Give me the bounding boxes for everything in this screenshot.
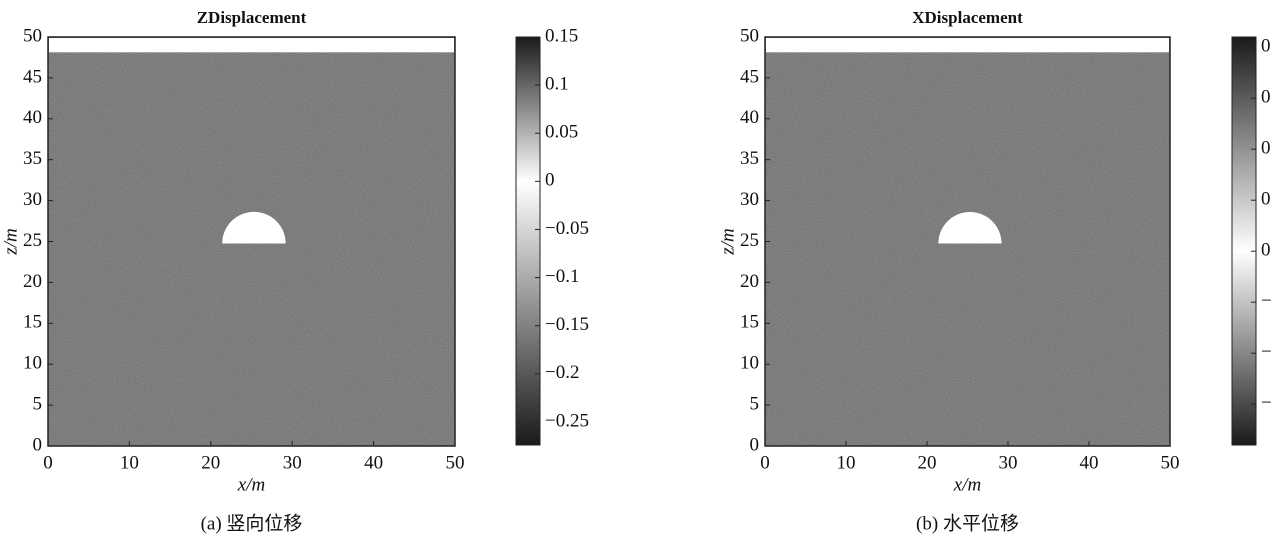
x-tick-label: 10 — [837, 452, 856, 473]
y-tick-label: 50 — [740, 25, 759, 46]
y-tick-label: 50 — [23, 25, 42, 46]
x-tick-label: 0 — [43, 452, 53, 473]
y-tick-label: 0 — [33, 434, 43, 455]
tunnel — [938, 211, 1002, 244]
caption: (b) 水平位移 — [916, 512, 1019, 534]
colorbar-tick-label: 0 — [1261, 138, 1271, 159]
y-tick-label: 45 — [740, 66, 759, 87]
colorbar-tick-label: 0 — [545, 170, 555, 191]
x-tick-label: 0 — [760, 452, 770, 473]
colorbar — [515, 36, 541, 446]
chart-title: ZDisplacement — [197, 8, 307, 27]
tunnel — [222, 211, 286, 244]
colorbar-tick-label: −0.25 — [545, 410, 589, 431]
colorbar-tick-label: 0.05 — [545, 122, 578, 143]
colorbar-tick-label: 0 — [1261, 189, 1271, 210]
y-tick-label: 15 — [740, 312, 759, 333]
y-tick-label: 30 — [740, 189, 759, 210]
caption: (a) 竖向位移 — [201, 512, 303, 534]
y-tick-label: 5 — [33, 393, 43, 414]
colorbar-tick-label: −0.1 — [545, 266, 579, 287]
x-tick-label: 30 — [283, 452, 302, 473]
colorbar-tick-label: 0 — [1261, 87, 1271, 108]
x-tick-label: 40 — [364, 452, 383, 473]
ground-surface-gap — [766, 38, 1169, 53]
x-tick-label: 10 — [120, 452, 139, 473]
ground-surface-gap — [49, 38, 454, 53]
colorbar-tick-label: 0.1 — [545, 73, 569, 94]
y-axis-label: z/m — [0, 228, 21, 255]
y-tick-label: 40 — [23, 107, 42, 128]
y-tick-label: 0 — [750, 434, 760, 455]
x-tick-label: 30 — [999, 452, 1018, 473]
y-tick-label: 10 — [740, 353, 759, 374]
x-tick-label: 20 — [918, 452, 937, 473]
y-tick-label: 40 — [740, 107, 759, 128]
y-tick-label: 5 — [750, 393, 760, 414]
y-tick-label: 25 — [23, 230, 42, 251]
colorbar-tick-label: −0.05 — [545, 218, 589, 239]
colorbar-tick-label: − — [1261, 342, 1272, 363]
colorbar-tick-label: 0 — [1261, 36, 1271, 57]
colorbar-tick-label: 0.15 — [545, 25, 578, 46]
y-tick-label: 20 — [740, 271, 759, 292]
x-axis-label: x/m — [953, 474, 981, 495]
y-tick-label: 35 — [740, 148, 759, 169]
chart-title: XDisplacement — [912, 8, 1023, 27]
y-axis-label: z/m — [717, 228, 738, 255]
y-tick-label: 15 — [23, 312, 42, 333]
x-tick-label: 40 — [1080, 452, 1099, 473]
y-tick-label: 25 — [740, 230, 759, 251]
y-tick-label: 10 — [23, 353, 42, 374]
colorbar-tick-label: − — [1261, 291, 1272, 312]
colorbar-tick-label: 0 — [1261, 240, 1271, 261]
x-tick-label: 50 — [446, 452, 465, 473]
y-tick-label: 35 — [23, 148, 42, 169]
y-tick-label: 45 — [23, 66, 42, 87]
colorbar-tick-label: − — [1261, 393, 1272, 414]
x-tick-label: 50 — [1161, 452, 1180, 473]
colorbar-tick-label: −0.2 — [545, 362, 579, 383]
colorbar-tick-label: −0.15 — [545, 314, 589, 335]
y-tick-label: 20 — [23, 271, 42, 292]
x-tick-label: 20 — [201, 452, 220, 473]
colorbar — [1231, 36, 1257, 446]
x-axis-label: x/m — [237, 474, 265, 495]
y-tick-label: 30 — [23, 189, 42, 210]
